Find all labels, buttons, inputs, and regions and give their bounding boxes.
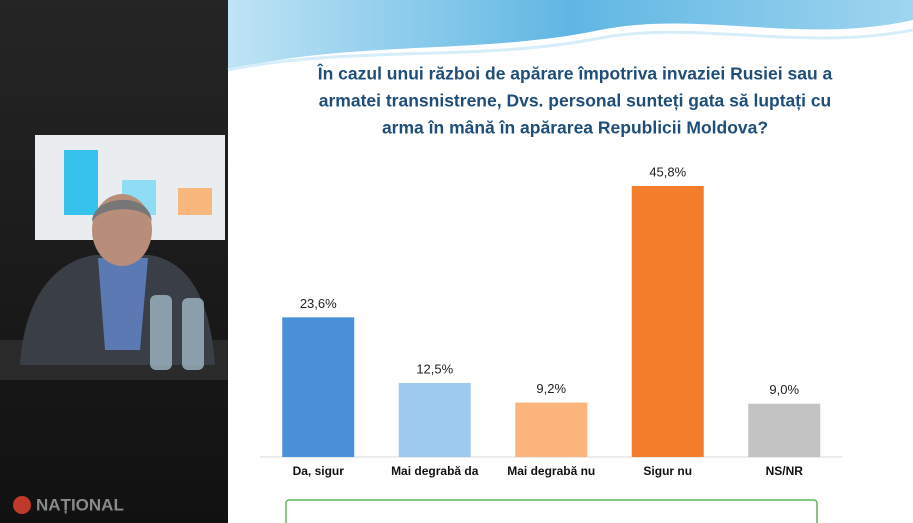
value-label: 45,8% bbox=[649, 164, 686, 179]
chart-title: În cazul unui război de apărare împotriv… bbox=[317, 63, 833, 84]
person-shirt bbox=[98, 258, 148, 350]
x-tick-label: Mai degrabă nu bbox=[507, 464, 595, 478]
chart-title: arma în mână în apărarea Republicii Mold… bbox=[382, 118, 768, 138]
person-head bbox=[92, 194, 152, 266]
wave-line bbox=[227, 28, 913, 72]
logo-icon bbox=[13, 496, 31, 514]
wave-top bbox=[228, 0, 913, 70]
bottle bbox=[182, 298, 204, 370]
logo: NAȚIONAL bbox=[36, 495, 124, 514]
x-tick-label: Mai degrabă da bbox=[391, 464, 479, 478]
bottle bbox=[150, 295, 172, 370]
bar bbox=[398, 383, 471, 457]
x-tick-label: Da, sigur bbox=[293, 464, 345, 478]
chart-title: armatei transnistrene, Dvs. personal sun… bbox=[319, 91, 832, 111]
bar bbox=[515, 402, 588, 457]
background-screen-bar bbox=[178, 188, 212, 215]
value-label: 12,5% bbox=[416, 361, 453, 376]
chart: În cazul unui război de apărare împotriv… bbox=[260, 63, 843, 478]
bar bbox=[282, 317, 355, 457]
bar bbox=[631, 186, 704, 457]
value-label: 9,2% bbox=[536, 381, 566, 396]
x-tick-label: NS/NR bbox=[766, 464, 804, 478]
value-label: 9,0% bbox=[769, 382, 799, 397]
background-screen-bar bbox=[64, 150, 98, 215]
person-hair bbox=[92, 199, 152, 222]
x-tick-label: Sigur nu bbox=[643, 464, 692, 478]
bar bbox=[748, 403, 821, 457]
value-label: 23,6% bbox=[300, 296, 337, 311]
bottom-box bbox=[285, 499, 818, 523]
